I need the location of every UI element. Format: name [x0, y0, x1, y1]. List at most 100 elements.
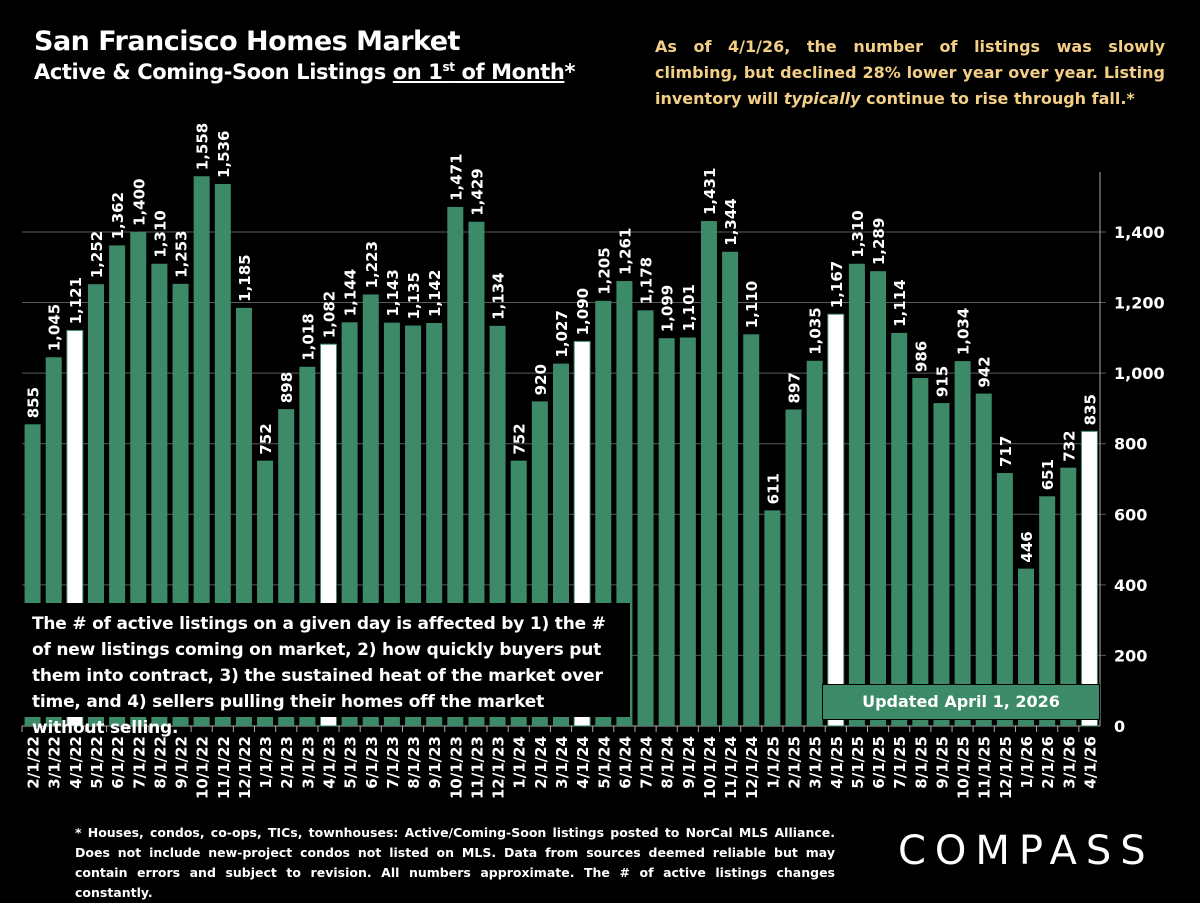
bar: [891, 332, 908, 726]
bar: [722, 251, 739, 726]
data-label: 915: [933, 366, 951, 397]
x-tick-label: 5/1/22: [88, 736, 106, 789]
bar: [785, 409, 802, 726]
data-label: 1,185: [236, 254, 254, 301]
data-label: 1,082: [320, 291, 338, 338]
chart-subtitle: Active & Coming-Soon Listings on 1st of …: [34, 60, 575, 84]
x-tick-label: 2/1/24: [532, 736, 550, 789]
bar: [214, 183, 231, 727]
footnote: * Houses, condos, co-ops, TICs, townhous…: [75, 825, 835, 900]
data-label: 1,034: [955, 308, 973, 355]
x-tick-label: 11/1/23: [468, 736, 486, 799]
data-label: 1,429: [468, 168, 486, 215]
data-label: 897: [786, 372, 804, 403]
bar: [806, 360, 823, 726]
x-tick-label: 10/1/24: [701, 736, 719, 799]
subtitle-underlined: on 1st of Month: [393, 60, 565, 84]
data-label: 1,110: [743, 281, 761, 328]
x-tick-label: 6/1/24: [616, 736, 634, 789]
y-tick-label: 1,400: [1114, 223, 1165, 242]
data-label: 1,400: [130, 179, 148, 226]
data-label: 920: [532, 364, 550, 395]
y-tick-label: 600: [1114, 505, 1147, 524]
data-label: 1,558: [194, 123, 212, 170]
x-tick-label: 11/1/25: [976, 736, 994, 799]
bar: [975, 393, 992, 726]
annotation-part1: As of 4/1/26, the number of listings was…: [655, 37, 1165, 108]
y-tick-label: 0: [1114, 717, 1125, 736]
data-label: 1,143: [384, 269, 402, 316]
x-tick-label: 6/1/25: [870, 736, 888, 789]
bar: [764, 510, 781, 726]
x-tick-label: 8/1/23: [405, 736, 423, 789]
data-label: 1,099: [659, 285, 677, 332]
bar: [700, 221, 717, 726]
x-tick-label: 1/1/24: [511, 736, 529, 789]
x-tick-label: 10/1/25: [955, 736, 973, 799]
data-label: 651: [1039, 459, 1057, 490]
bar: [193, 176, 210, 727]
bar: [1060, 467, 1077, 726]
bar: [954, 361, 971, 726]
data-label: 1,144: [342, 269, 360, 316]
bar: [130, 231, 147, 727]
data-label: 1,205: [595, 247, 613, 294]
x-tick-label: 3/1/25: [807, 736, 825, 789]
x-tick-label: 8/1/25: [912, 736, 930, 789]
data-label: 1,471: [447, 153, 465, 200]
y-tick-label: 1,000: [1114, 364, 1165, 383]
data-label: 1,310: [151, 210, 169, 257]
x-tick-label: 1/1/23: [257, 736, 275, 789]
x-tick-label: 1/1/26: [1018, 736, 1036, 789]
x-tick-label: 12/1/22: [236, 736, 254, 799]
annotation-note: As of 4/1/26, the number of listings was…: [655, 34, 1165, 112]
x-tick-label: 9/1/22: [173, 736, 191, 789]
data-label: 732: [1060, 430, 1078, 461]
x-tick-label: 2/1/23: [278, 736, 296, 789]
data-label: 1,135: [405, 272, 423, 319]
data-label: 1,090: [574, 288, 592, 335]
data-label: 1,114: [891, 279, 909, 326]
bar: [912, 378, 929, 726]
data-label: 1,167: [828, 261, 846, 308]
subtitle-underlined-b: of Month: [454, 60, 565, 84]
data-label: 942: [976, 356, 994, 387]
data-label: 1,252: [88, 231, 106, 278]
y-tick-label: 200: [1114, 646, 1147, 665]
data-label: 855: [25, 387, 43, 418]
x-tick-label: 5/1/23: [342, 736, 360, 789]
x-tick-label: 6/1/23: [363, 736, 381, 789]
data-label: 752: [511, 423, 529, 454]
x-tick-label: 7/1/23: [384, 736, 402, 789]
data-label: 1,018: [299, 313, 317, 360]
y-tick-label: 800: [1114, 435, 1147, 454]
updated-label: Updated April 1, 2026: [822, 684, 1100, 720]
x-tick-label: 4/1/24: [574, 736, 592, 789]
x-tick-label: 4/1/26: [1081, 736, 1099, 789]
x-tick-label: 8/1/22: [151, 736, 169, 789]
bar: [848, 263, 865, 726]
data-label: 898: [278, 372, 296, 403]
y-tick-label: 400: [1114, 576, 1147, 595]
x-tick-label: 12/1/23: [490, 736, 508, 799]
compass-logo: COMPASS: [898, 828, 1155, 874]
x-tick-label: 5/1/25: [849, 736, 867, 789]
bar: [637, 310, 654, 726]
data-label: 1,253: [173, 230, 191, 277]
subtitle-sup: st: [442, 60, 455, 74]
data-label: 1,121: [67, 277, 85, 324]
data-label: 1,223: [363, 241, 381, 288]
data-label: 1,101: [680, 284, 698, 331]
annotation-part2: continue to rise through fall.*: [860, 89, 1135, 108]
x-tick-label: 6/1/22: [109, 736, 127, 789]
x-tick-label: 9/1/24: [680, 736, 698, 789]
bar: [658, 338, 675, 726]
x-tick-label: 2/1/26: [1039, 736, 1057, 789]
chart-title: San Francisco Homes Market: [34, 26, 460, 57]
x-tick-label: 8/1/24: [659, 736, 677, 789]
bar: [996, 472, 1013, 726]
data-label: 986: [912, 341, 930, 372]
x-tick-label: 4/1/22: [67, 736, 85, 789]
bar: [933, 403, 950, 726]
